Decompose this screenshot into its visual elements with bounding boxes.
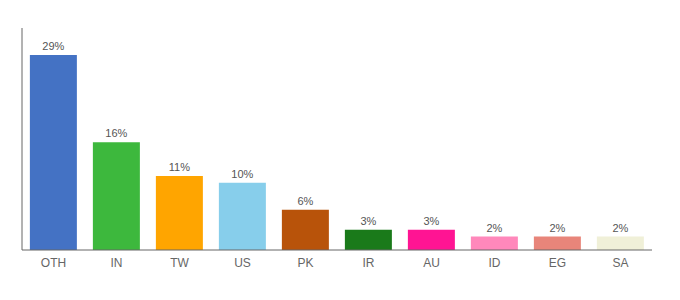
svg-text:2%: 2% [612,222,628,234]
svg-text:3%: 3% [360,215,376,227]
svg-text:IN: IN [111,256,123,270]
svg-text:2%: 2% [486,222,502,234]
svg-text:OTH: OTH [41,256,66,270]
svg-text:SA: SA [612,256,628,270]
svg-text:AU: AU [423,256,440,270]
svg-text:2%: 2% [549,222,565,234]
svg-text:29%: 29% [42,40,64,52]
svg-text:EG: EG [549,256,566,270]
svg-text:PK: PK [297,256,313,270]
svg-text:10%: 10% [231,168,253,180]
svg-text:6%: 6% [297,195,313,207]
svg-text:US: US [234,256,251,270]
svg-text:11%: 11% [169,161,190,173]
svg-text:16%: 16% [105,127,127,139]
svg-text:IR: IR [363,256,375,270]
svg-text:3%: 3% [423,215,439,227]
svg-text:ID: ID [489,256,501,270]
svg-text:TW: TW [170,256,189,270]
